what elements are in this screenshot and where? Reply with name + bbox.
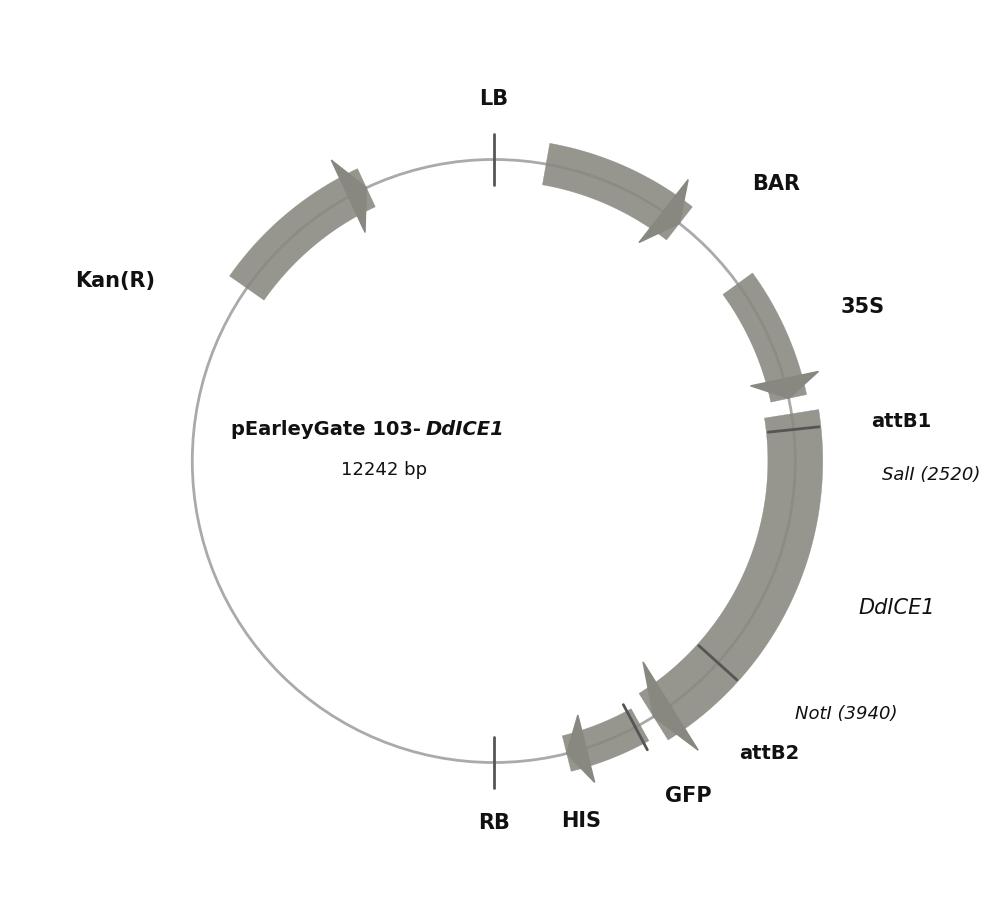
Text: 12242 bp: 12242 bp [341,461,427,479]
Polygon shape [639,409,823,740]
Polygon shape [331,160,366,232]
Polygon shape [643,662,698,751]
Text: SalI (2520): SalI (2520) [882,466,980,483]
Polygon shape [751,372,818,398]
Text: GFP: GFP [665,786,711,807]
Text: attB2: attB2 [739,744,800,763]
Text: HIS: HIS [561,811,601,831]
Text: pEarleyGate 103-: pEarleyGate 103- [231,420,421,439]
Text: RB: RB [478,813,510,833]
Text: DdICE1: DdICE1 [425,420,504,439]
Polygon shape [230,169,375,301]
Polygon shape [562,709,649,772]
Text: Kan(R): Kan(R) [75,271,155,290]
Polygon shape [639,180,688,242]
Text: NotI (3940): NotI (3940) [795,704,897,723]
Polygon shape [542,144,692,240]
Text: DdICE1: DdICE1 [858,598,935,618]
Text: BAR: BAR [752,173,800,194]
Text: attB1: attB1 [871,412,931,431]
Text: LB: LB [479,89,508,109]
Polygon shape [567,715,595,783]
Text: 35S: 35S [840,297,884,317]
Polygon shape [723,273,807,402]
